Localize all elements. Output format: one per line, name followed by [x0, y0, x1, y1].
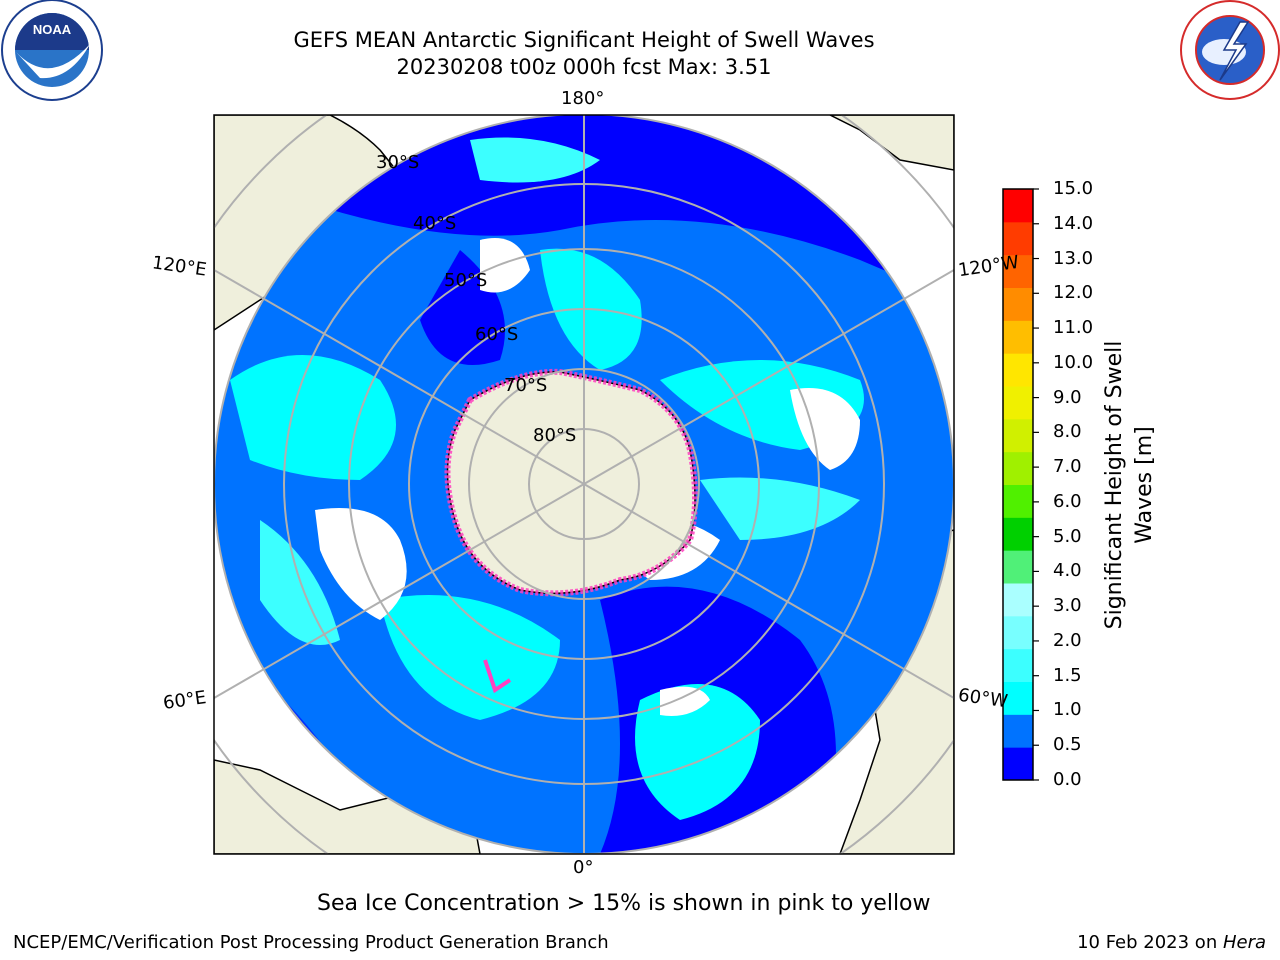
colorbar-tick-label: 0.5: [1053, 734, 1082, 756]
colorbar-tick-label: 1.5: [1053, 664, 1082, 686]
colorbar-segment: [1003, 353, 1033, 387]
colorbar-segment: [1003, 451, 1033, 485]
colorbar-tick-label: 11.0: [1053, 317, 1094, 339]
colorbar-tick-label: 10.0: [1053, 351, 1094, 373]
colorbar-tick-label: 2.0: [1053, 629, 1082, 651]
lat-label-40s: 40°S: [413, 213, 457, 234]
colorbar-segment: [1003, 287, 1033, 321]
footer-host: Hera: [1222, 932, 1266, 953]
colorbar-tick-label: 15.0: [1053, 178, 1094, 199]
graticule: [214, 115, 954, 854]
antarctica-land: [446, 371, 696, 595]
lat-label-60s: 60°S: [475, 324, 519, 345]
colorbar-segment: [1003, 517, 1033, 551]
colorbar-segment: [1003, 484, 1033, 518]
colorbar-tick-label: 7.0: [1053, 456, 1082, 478]
colorbar-tick-label: 6.0: [1053, 490, 1082, 512]
colorbar-segment: [1003, 320, 1033, 354]
colorbar-segment: [1003, 254, 1033, 288]
map-area: [214, 115, 954, 854]
colorbar-tick-label: 3.0: [1053, 595, 1082, 617]
colorbar-tick-label: 0.0: [1053, 769, 1082, 790]
lat-label-70s: 70°S: [504, 375, 548, 396]
noaa-logo-text: NOAA: [33, 22, 72, 37]
nws-logo-icon: [1180, 0, 1280, 100]
sea-ice-patch: [483, 659, 512, 694]
colorbar-segment: [1003, 747, 1033, 781]
colorbar-tick-label: 14.0: [1053, 212, 1094, 234]
colorbar-tick-label: 9.0: [1053, 386, 1082, 408]
colorbar-tick-label: 5.0: [1053, 525, 1082, 547]
colorbar-tick-label: 8.0: [1053, 421, 1082, 443]
chart-title: GEFS MEAN Antarctic Significant Height o…: [293, 28, 875, 52]
footer-date: 10 Feb 2023 on: [1077, 932, 1223, 953]
colorbar-segment: [1003, 189, 1033, 223]
colorbar-segment: [1003, 615, 1033, 650]
map-frame: [213, 114, 955, 855]
sea-ice-caption: Sea Ice Concentration > 15% is shown in …: [317, 891, 931, 916]
colorbar-frame: [1002, 188, 1034, 781]
lat-label-80s: 80°S: [533, 425, 577, 446]
colorbar-segment: [1003, 681, 1033, 715]
colorbar-segment: [1003, 550, 1033, 584]
lon-label-0: 0°: [573, 857, 594, 878]
colorbar-tick-label: 1.0: [1053, 699, 1082, 721]
colorbar-segment: [1003, 386, 1033, 420]
colorbar-segment: [1003, 418, 1033, 453]
colorbar-segment: [1003, 648, 1033, 682]
colorbar: [1002, 188, 1039, 781]
lat-label-30s: 30°S: [376, 152, 420, 173]
noaa-logo-icon: NOAA: [1, 0, 103, 101]
colorbar-segment: [1003, 714, 1033, 748]
colorbar-segment: [1003, 583, 1033, 617]
lon-label-180: 180°: [561, 88, 605, 109]
footer-right: 10 Feb 2023 on Hera: [1077, 932, 1266, 953]
chart-subtitle: 20230208 t00z 000h fcst Max: 3.51: [396, 55, 772, 79]
colorbar-title: Significant Height of Swell Waves [m]: [1102, 340, 1157, 630]
lat-label-50s: 50°S: [444, 270, 488, 291]
colorbar-tick-label: 13.0: [1053, 247, 1094, 269]
colorbar-tick-label: 12.0: [1053, 282, 1094, 304]
colorbar-tick-label: 4.0: [1053, 560, 1082, 582]
footer-left: NCEP/EMC/Verification Post Processing Pr…: [13, 932, 609, 953]
colorbar-segment: [1003, 221, 1033, 256]
